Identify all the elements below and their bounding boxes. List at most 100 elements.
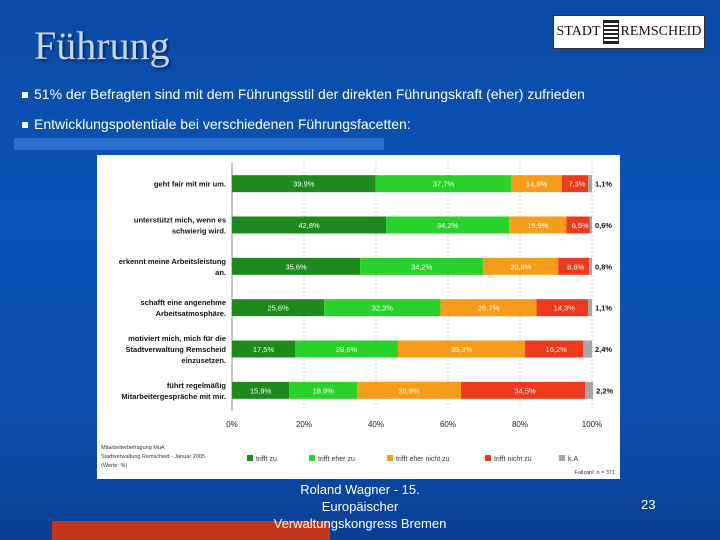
bar-segment xyxy=(232,381,290,399)
bar-segment xyxy=(511,175,562,193)
source-note: Stadtverwaltung Remscheid - Januar 2005 xyxy=(101,454,205,460)
footer-line-1: Roland Wagner - 15. xyxy=(300,482,420,497)
bar-segment xyxy=(561,175,589,193)
sample-size-note: Fallzahl: n = 371 xyxy=(574,470,615,476)
category-label: Mitarbeitergespräche mit mir. xyxy=(121,392,226,401)
bar-segment xyxy=(583,340,592,358)
bar-segment xyxy=(585,381,594,399)
data-label: 1,1% xyxy=(595,180,612,189)
data-label: 42,8% xyxy=(298,221,320,230)
bar-segment xyxy=(386,216,510,234)
data-label: 1,1% xyxy=(595,304,612,313)
bar-segment xyxy=(588,299,592,317)
data-label: 2,4% xyxy=(595,345,612,354)
data-label: 17,5% xyxy=(253,345,275,354)
category-label: führt regelmäßig xyxy=(167,381,227,390)
legend-swatch xyxy=(247,455,253,461)
data-label: 34,2% xyxy=(437,221,459,230)
bar-segment xyxy=(357,381,461,399)
bullet-1: 51% der Befragten sind mit dem Führungss… xyxy=(22,86,585,102)
bar-segment xyxy=(232,175,376,193)
x-tick-label: 0% xyxy=(226,420,238,429)
chart-container: 0% 20% 40% 60% 80% 100% geht fair mit mir um. 3… xyxy=(97,155,620,479)
bar-segment xyxy=(397,340,526,358)
footer-line-2: Europäischer xyxy=(321,499,399,514)
source-note: (Werte: %) xyxy=(101,463,127,469)
logo-text-left: STADT xyxy=(556,24,601,39)
x-tick-label: 60% xyxy=(440,420,456,429)
bar-segment xyxy=(232,216,387,234)
bar-segment xyxy=(440,299,537,317)
footer-line-3: Verwaltungskongress Bremen xyxy=(273,516,447,531)
data-label: 25,6% xyxy=(267,304,289,313)
bottom-accent-bar xyxy=(52,521,330,540)
bullet-1-text: 51% der Befragten sind mit dem Führungss… xyxy=(34,86,585,102)
bar-segment xyxy=(509,216,567,234)
bullet-2-text: Entwicklungspotentiale bei verschiedenen… xyxy=(34,116,411,132)
legend-swatch xyxy=(559,455,565,461)
category-label: einzusetzen. xyxy=(181,356,226,365)
coat-of-arms-icon xyxy=(602,20,619,44)
source-note: Mitarbeiterbefragung MuA xyxy=(101,445,165,451)
data-label: 39,9% xyxy=(293,180,315,189)
data-label: 35,6% xyxy=(285,262,307,271)
data-label: 28,6% xyxy=(336,345,358,354)
bullet-2: Entwicklungspotentiale bei verschiedenen… xyxy=(22,116,411,132)
x-tick-label: 100% xyxy=(582,420,602,429)
category-label: unterstützt mich, wenn es xyxy=(134,216,226,225)
data-label: 2,2% xyxy=(596,386,613,395)
legend-label: trifft eher nicht zu xyxy=(396,456,450,463)
data-label: 16,2% xyxy=(546,345,568,354)
bar-segment xyxy=(483,257,559,275)
legend-label: trifft nicht zu xyxy=(494,456,532,463)
category-label: erkennt meine Arbeitsleistung xyxy=(119,257,227,266)
data-label: 34,2% xyxy=(411,262,433,271)
category-label: an. xyxy=(215,268,226,277)
x-tick-label: 40% xyxy=(368,420,384,429)
accent-bar xyxy=(14,138,384,150)
bar-segment xyxy=(295,340,398,358)
data-label: 15,9% xyxy=(250,386,272,395)
data-label: 0,6% xyxy=(595,221,612,230)
bar-segment xyxy=(289,381,358,399)
data-label: 14,0% xyxy=(526,180,548,189)
legend-label: k.A. xyxy=(568,456,580,463)
legend-swatch xyxy=(309,455,315,461)
data-label: 18,9% xyxy=(313,386,335,395)
data-label: 37,7% xyxy=(433,180,455,189)
bar-segment xyxy=(232,257,361,275)
bar-segment xyxy=(589,216,592,234)
data-label: 20,8% xyxy=(510,262,532,271)
data-label: 14,3% xyxy=(554,304,576,313)
x-tick-label: 80% xyxy=(512,420,528,429)
bar-segment xyxy=(232,340,295,358)
city-logo: STADT REMSCHEID xyxy=(553,15,705,49)
bar-segment xyxy=(360,257,484,275)
logo-text-right: REMSCHEID xyxy=(620,24,702,39)
data-label: 15,9% xyxy=(527,221,549,230)
data-label: 34,5% xyxy=(514,386,536,395)
bar-segment xyxy=(525,340,584,358)
data-label: 0,8% xyxy=(595,262,612,271)
footer: Roland Wagner - 15. Europäischer Verwalt… xyxy=(260,481,460,532)
legend-swatch xyxy=(387,455,393,461)
bar-segment xyxy=(460,381,586,399)
data-label: 32,3% xyxy=(372,304,394,313)
bullet-square-icon xyxy=(22,92,28,99)
slide-title: Führung xyxy=(34,23,170,68)
legend-label: trifft eher zu xyxy=(318,456,355,463)
x-tick-label: 20% xyxy=(296,420,312,429)
category-label: Arbeitsatmosphäre. xyxy=(156,309,226,318)
category-label: schafft eine angenehme xyxy=(141,298,226,307)
data-label: 6,5% xyxy=(572,221,589,230)
data-label: 26,7% xyxy=(478,304,500,313)
stacked-bar-chart: 0% 20% 40% 60% 80% 100% geht fair mit mir um. 3… xyxy=(101,163,615,476)
bar-segment xyxy=(536,299,589,317)
bullet-square-icon xyxy=(22,122,28,129)
bar-segment xyxy=(324,299,441,317)
legend-label: trifft zu xyxy=(256,456,277,463)
legend-swatch xyxy=(485,455,491,461)
category-label: geht fair mit mir um. xyxy=(154,180,226,189)
page-number: 23 xyxy=(641,497,656,512)
data-label: 7,3% xyxy=(568,180,585,189)
